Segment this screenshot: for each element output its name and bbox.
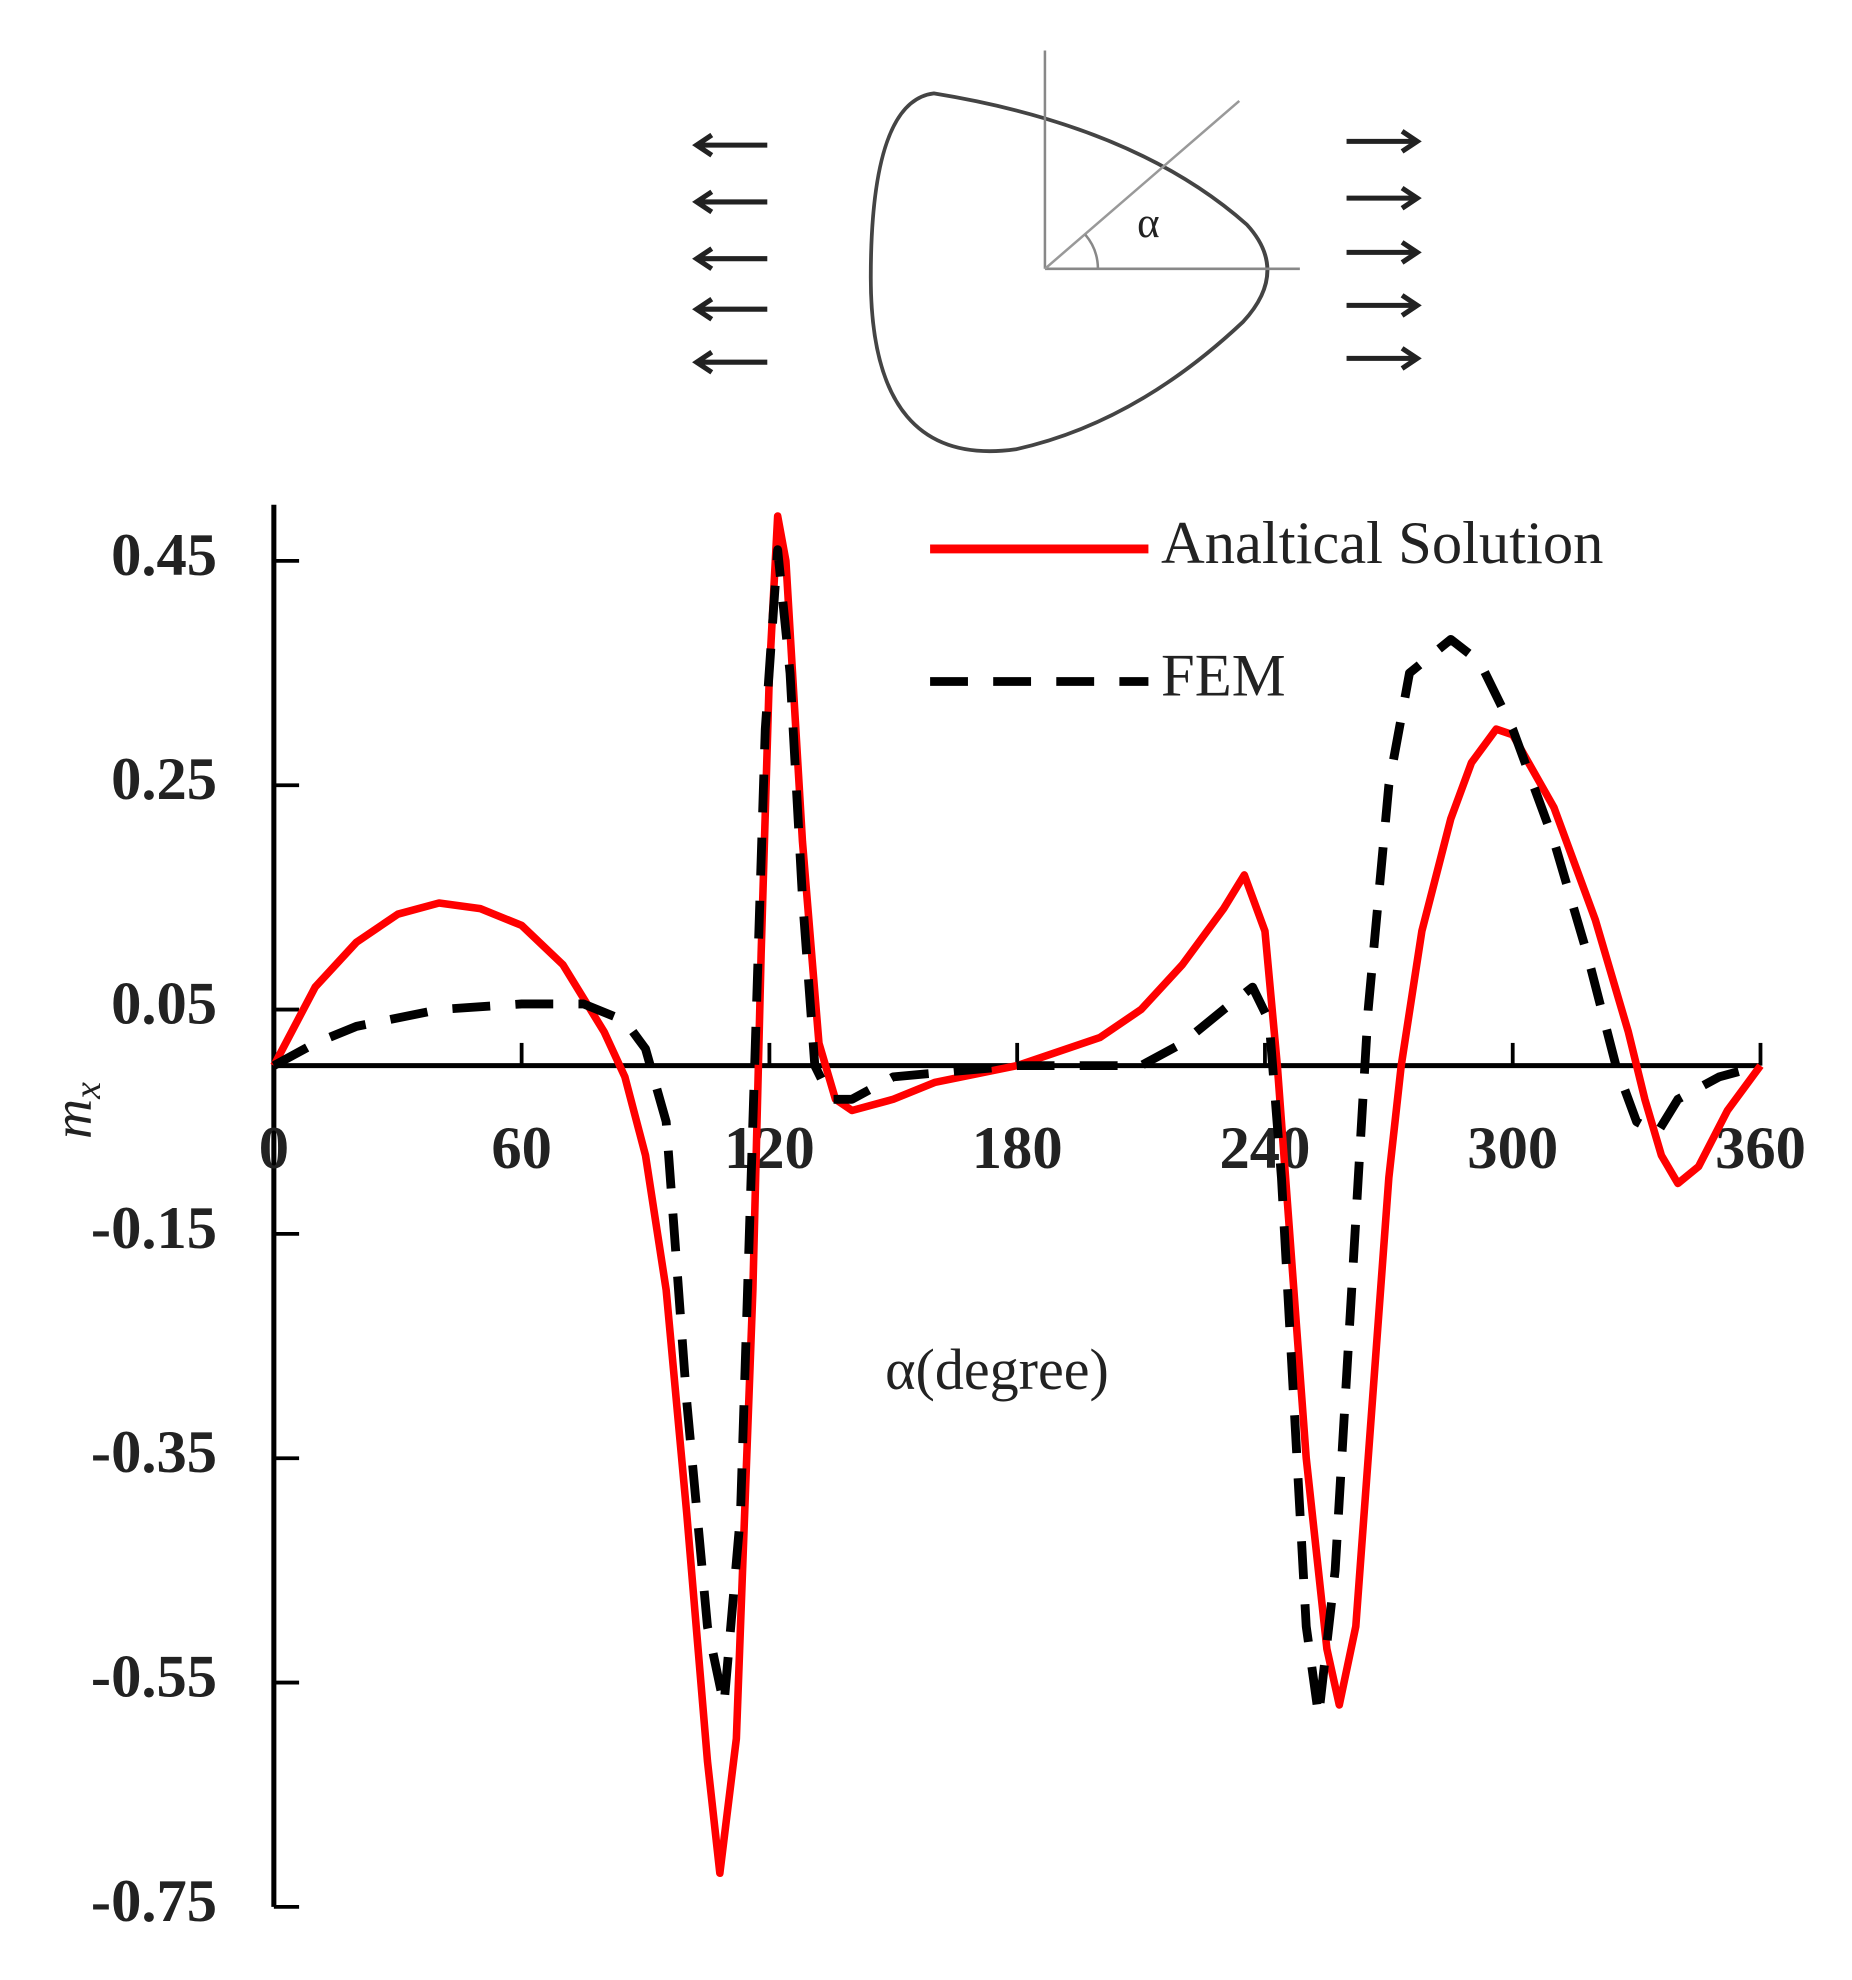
y-axis-label-subscript: x [67, 1082, 109, 1100]
angle-label: α [1137, 200, 1159, 247]
x-tick-label: 300 [1467, 1115, 1558, 1182]
x-tick-label: 120 [724, 1115, 815, 1182]
angle-arc [1084, 233, 1100, 269]
y-axis-label-main: m [43, 1099, 104, 1139]
series-line [271, 545, 1762, 1721]
cross-section [868, 91, 1270, 454]
legend-label: Analtical Solution [1161, 510, 1603, 577]
y-tick-label: 0.05 [111, 970, 217, 1037]
legend-label: FEM [1161, 642, 1286, 709]
series-line [270, 512, 1764, 1878]
load-arrows-right [1346, 129, 1422, 371]
y-tick-label: -0.15 [91, 1195, 217, 1262]
angle-ray [1044, 100, 1241, 270]
y-tick-label: 0.25 [111, 746, 217, 813]
y-tick-label: -0.35 [91, 1419, 217, 1486]
y-axis-label: mx [43, 1082, 109, 1139]
x-tick-label: 360 [1715, 1115, 1806, 1182]
y-tick-label: -0.55 [91, 1643, 217, 1710]
y-tick-label: -0.75 [91, 1868, 217, 1935]
x-axis-label: α(degree) [885, 1337, 1109, 1402]
x-tick-label: 180 [972, 1115, 1063, 1182]
x-tick-label: 60 [491, 1115, 552, 1182]
y-tick-label: 0.45 [111, 522, 217, 589]
plot-root: α α(degree) mx 0.45 0.25 0.05 -0.15 -0.35 -0.… [43, 50, 1806, 1935]
load-arrows-left [692, 132, 768, 375]
diagram: α [692, 50, 1422, 454]
x-tick-label: 0 [259, 1115, 289, 1182]
x-tick-label: 240 [1220, 1115, 1311, 1182]
